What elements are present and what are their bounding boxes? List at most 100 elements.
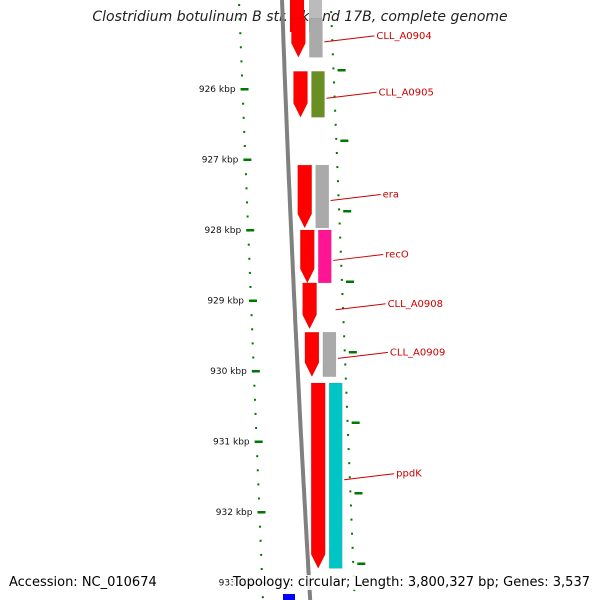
major-tick [346,280,355,283]
gene-label: recO [385,249,409,260]
minor-tick [341,293,344,295]
minor-tick [340,264,343,267]
minor-tick [339,250,342,253]
minor-tick [350,518,353,521]
major-tick [357,562,366,565]
minor-tick [351,546,354,549]
tick-label: 930 kbp [210,367,247,377]
minor-tick [259,539,262,542]
cds-track [289,0,326,569]
gene-label-line [326,91,377,99]
major-tick [348,351,357,354]
gene-label-line [330,194,381,202]
minor-tick [342,321,345,324]
cds-arrow [297,164,312,229]
minor-tick [338,222,341,225]
backbone-line [280,0,313,600]
minor-tick [242,116,245,119]
minor-tick [253,398,256,401]
minor-tick [257,497,260,500]
minor-tick [344,363,347,366]
minor-tick [251,342,254,345]
major-tick [249,299,258,302]
minor-tick [240,60,243,63]
minor-tick [349,504,352,507]
major-tick [254,440,263,443]
minor-tick [260,553,263,556]
genome-backbone [280,0,313,600]
minor-tick [246,201,249,204]
accession-text: Accession: NC_010674 [9,575,157,590]
minor-tick [256,469,259,472]
tick-label: 928 kbp [205,226,242,236]
minor-tick [242,102,245,105]
gene-label-line [335,303,386,311]
minor-tick [333,95,336,98]
major-tick [243,158,252,161]
minor-tick [244,173,247,176]
minor-tick [252,356,255,359]
minor-tick [351,532,354,535]
minor-tick [336,166,339,169]
minor-tick [337,194,340,197]
gene-label-line [333,253,384,261]
tick-label: 929 kbp [207,297,244,307]
gene-label: CLL_A0904 [376,31,431,42]
minor-tick [255,427,258,429]
gene-label: CLL_A0905 [378,87,433,98]
feature-arrow [311,71,325,118]
minor-tick [239,46,242,49]
minor-tick [261,596,264,599]
minor-tick [345,405,348,408]
minor-tick [245,187,248,190]
minor-tick [246,215,249,218]
tick-label: 932 kbp [216,508,253,518]
minor-tick [347,448,350,451]
minor-tick [332,81,335,84]
minor-tick [331,39,334,42]
feature-arrow [315,164,329,229]
minor-tick [346,419,349,422]
gene-label: CLL_A0908 [388,299,443,310]
gene-label: CLL_A0909 [390,347,445,358]
minor-tick [347,434,350,436]
minor-tick [257,483,260,486]
cds-arrow [310,382,326,569]
gene-label-line [324,35,375,43]
rna-feature [283,594,295,600]
minor-tick [238,4,241,6]
minor-tick [339,236,342,239]
cds-arrow [293,71,308,118]
cds-arrow [291,18,306,58]
minor-tick [344,377,347,380]
minor-tick [334,109,337,112]
minor-tick [253,384,256,387]
minor-tick [340,278,343,281]
gene-label: ppdK [396,469,422,480]
minor-tick [342,307,345,310]
minor-tick [260,568,263,570]
gene-label: era [383,190,399,201]
minor-tick [335,152,338,154]
gene-label-line [344,473,395,481]
major-tick [343,210,352,213]
feature-track [309,0,343,569]
gene-label-line [337,351,388,359]
major-tick [240,88,249,91]
minor-tick [331,53,334,56]
minor-tick [254,412,257,415]
feature-arrow [309,18,323,58]
minor-tick [343,335,346,338]
minor-tick [243,130,246,133]
major-tick [251,370,260,373]
minor-tick [239,32,242,35]
minor-tick [240,74,243,77]
cds-arrow [302,282,317,330]
minor-tick [349,490,352,493]
minor-tick [332,67,335,70]
major-tick [337,69,346,72]
feature-arrow [328,382,343,569]
minor-tick [251,328,254,331]
major-tick [340,139,349,142]
tick-label: 931 kbp [213,438,250,448]
